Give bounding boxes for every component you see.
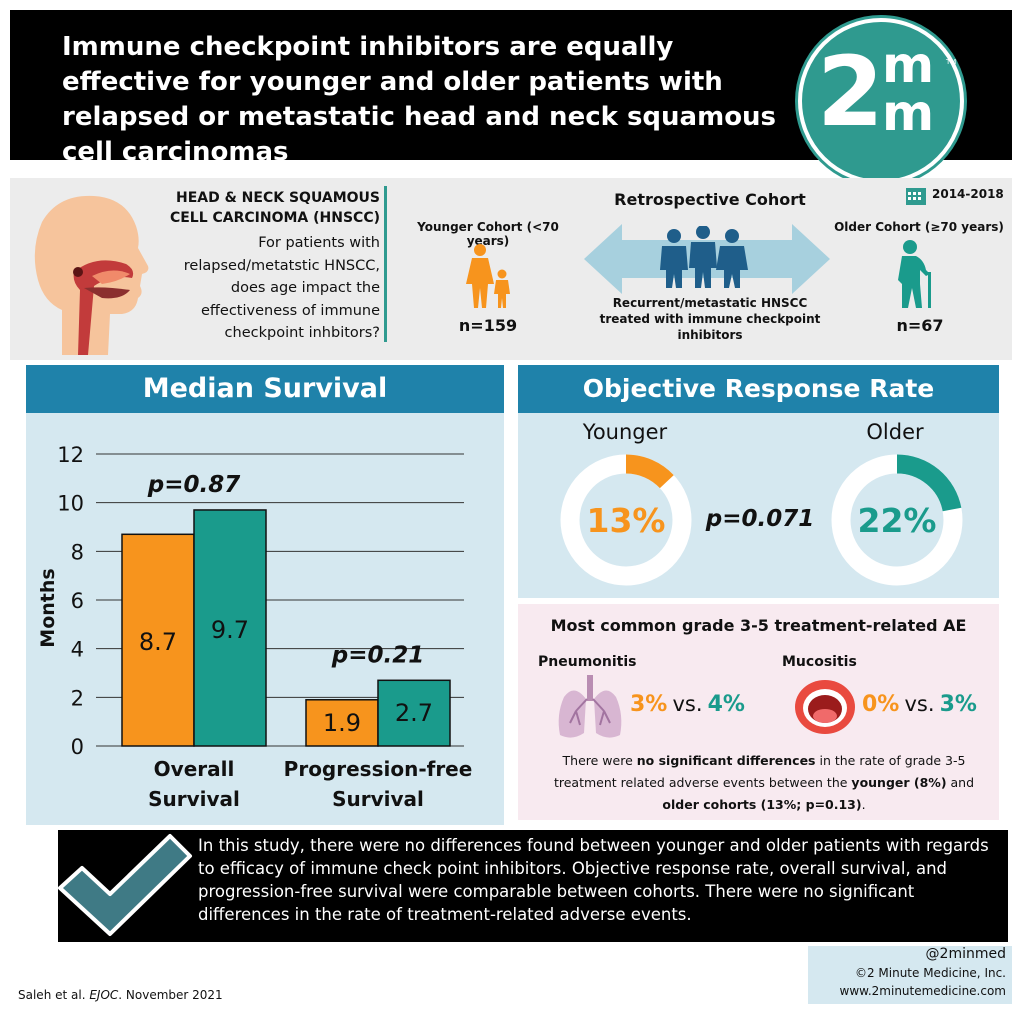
median-survival-header: Median Survival <box>26 365 504 413</box>
family-icon <box>660 226 748 288</box>
orr-older-value: 22% <box>858 501 937 540</box>
bar-value-label: 1.9 <box>323 709 361 737</box>
lungs-icon <box>558 675 622 738</box>
y-tick-label: 4 <box>71 638 84 662</box>
ae-title: Most common grade 3-5 treatment-related … <box>550 616 967 635</box>
pneumonitis-label: Pneumonitis <box>538 654 637 670</box>
citation-journal: EJOC <box>89 988 119 1002</box>
orr-older-donut: 22% <box>831 454 963 586</box>
older-cohort-label: Older Cohort (≥70 years) <box>834 220 1004 234</box>
ae-text-2: in the rate of grade 3-5 treatment relat… <box>553 753 966 790</box>
ae-text-1: There were <box>562 753 637 768</box>
research-question: For patients with relapsed/metatstic HNS… <box>183 235 380 341</box>
bar <box>193 509 267 747</box>
orr-p-value: p=0.071 <box>705 506 815 532</box>
logo-letter-top: m <box>882 36 935 94</box>
x-category-label: Overall <box>154 757 235 781</box>
citation-date: . November 2021 <box>118 988 223 1002</box>
bar-value-label: 9.7 <box>211 616 249 644</box>
younger-cohort-label: Younger Cohort (<70 years) <box>417 220 559 248</box>
x-category-label: Progression-free <box>284 757 473 781</box>
mucositis-label: Mucositis <box>782 654 857 670</box>
pneumonitis-older: 4% <box>707 692 745 717</box>
bar <box>305 699 379 747</box>
median-survival-chart: 0 2 4 6 8 10 12 Months 8.7 9.7 1.9 2.7 p=0.87 p=0.… <box>37 443 473 811</box>
p-value-label: p=0.21 <box>331 642 424 668</box>
orr-younger-label: Younger <box>582 420 668 444</box>
head-profile-icon <box>34 195 149 355</box>
orr-younger-donut: 13% <box>560 454 692 586</box>
orr-younger-value: 13% <box>587 501 666 540</box>
n-younger: n=159 <box>458 316 518 335</box>
citation-authors: Saleh et al. <box>18 988 90 1002</box>
orr-older-arc <box>896 454 962 512</box>
pneumonitis-younger: 3% <box>630 692 668 717</box>
n-older: n=67 <box>896 316 944 335</box>
company-name: ©2 Minute Medicine, Inc. <box>854 966 1006 980</box>
ae-summary: There were no significant differences in… <box>540 750 988 816</box>
y-tick-label: 12 <box>57 443 84 467</box>
mucositis-older: 3% <box>939 692 977 717</box>
conclusion-bar <box>58 830 1008 942</box>
p-value-label: p=0.87 <box>147 472 240 498</box>
bar-value-label: 2.7 <box>395 699 433 727</box>
mucositis-vs: vs. <box>904 692 935 716</box>
arrow-caption: Recurrent/metastatic HNSCC treated with … <box>599 296 821 342</box>
mouth-icon <box>795 680 855 734</box>
cohort-title: Retrospective Cohort <box>614 190 806 209</box>
elderly-person-icon <box>898 240 931 308</box>
overview-band <box>10 178 1012 360</box>
calendar-icon <box>906 188 926 205</box>
adult-child-icon <box>466 244 510 308</box>
y-tick-label: 10 <box>57 492 84 516</box>
mucositis-younger: 0% <box>862 692 900 717</box>
y-tick-label: 8 <box>71 540 84 564</box>
date-range: 2014-2018 <box>932 187 1004 201</box>
conclusion-text: In this study, there were no differences… <box>198 836 989 924</box>
orr-older-label: Older <box>866 420 924 444</box>
page-title: Immune checkpoint inhibitors are equally… <box>62 32 777 167</box>
checkmark-icon <box>58 834 192 936</box>
brand-logo <box>798 18 964 184</box>
bar <box>377 679 451 747</box>
website-link[interactable]: www.2minutemedicine.com <box>839 984 1007 998</box>
logo-trademark: TM <box>946 58 957 66</box>
ae-text-3: and <box>946 775 975 790</box>
logo-number: 2 <box>817 36 884 148</box>
logo-letter-bottom: m <box>882 84 935 142</box>
hnscc-title: HEAD & NECK SQUAMOUS CELL CARCINOMA (HNS… <box>169 190 380 226</box>
social-handle: @2minmed <box>925 946 1006 962</box>
ae-text-bold-2: younger (8%) <box>851 775 947 790</box>
orr-header: Objective Response Rate <box>518 365 999 413</box>
pneumonitis-values: 3% vs. 4% <box>630 692 745 717</box>
bar-value-label: 8.7 <box>139 628 177 656</box>
y-axis-label: Months <box>37 568 59 647</box>
y-tick-label: 2 <box>71 686 84 710</box>
credit-box <box>808 946 1012 1004</box>
ae-text-bold-3: older cohorts (13%; p=0.13) <box>662 797 862 812</box>
ae-text-bold-1: no significant differences <box>636 753 816 768</box>
overview-divider <box>384 186 387 342</box>
citation: Saleh et al. EJOC. November 2021 <box>18 988 223 1002</box>
y-tick-label: 6 <box>71 589 84 613</box>
y-tick-label: 0 <box>71 735 84 759</box>
ae-text-4: . <box>861 797 866 812</box>
x-category-label: Survival <box>332 787 424 811</box>
mucositis-values: 0% vs. 3% <box>862 692 977 717</box>
pneumonitis-vs: vs. <box>672 692 703 716</box>
x-category-label: Survival <box>148 787 240 811</box>
orr-younger-arc <box>625 454 674 489</box>
